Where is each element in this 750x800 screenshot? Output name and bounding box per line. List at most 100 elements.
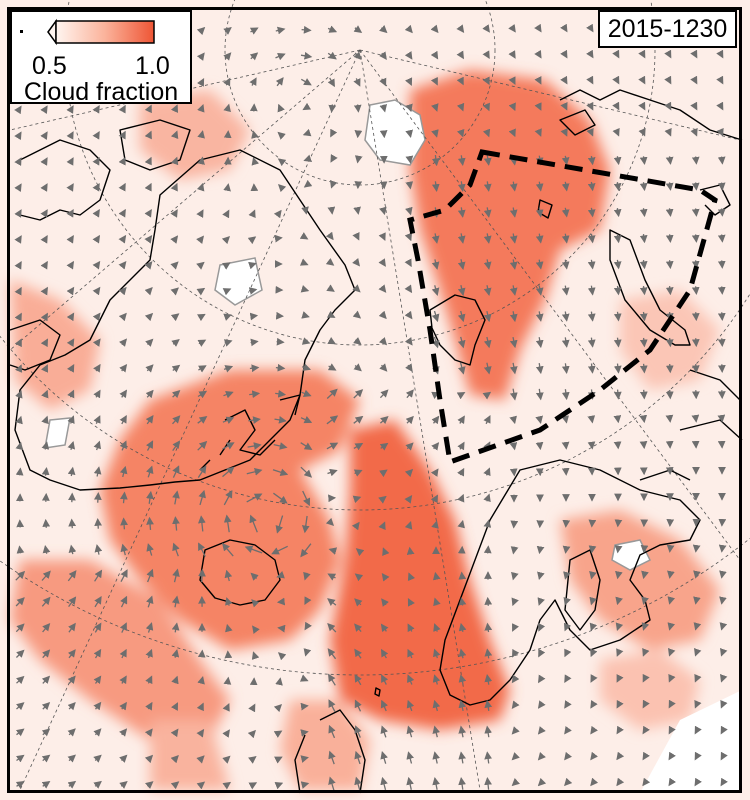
wind-arrow <box>354 598 363 607</box>
cloud-patch-greenland-west <box>10 280 100 410</box>
wind-arrow <box>457 207 466 218</box>
wind-arrow <box>40 286 48 296</box>
wind-arrow <box>587 181 596 192</box>
wind-arrow <box>118 130 126 140</box>
wind-arrow <box>665 156 674 165</box>
wind-arrow <box>564 751 572 761</box>
wind-arrow <box>693 570 701 579</box>
wind-arrow <box>432 725 441 738</box>
wind-arrow <box>330 128 338 138</box>
wind-arrow <box>720 751 728 761</box>
wind-arrow <box>458 571 467 580</box>
wind-arrow <box>612 127 620 137</box>
wind-arrow <box>42 545 51 554</box>
wind-arrow <box>41 389 49 399</box>
wind-arrow <box>120 569 128 583</box>
wind-arrow <box>405 206 413 216</box>
wind-arrow <box>277 183 287 193</box>
wind-arrow <box>300 416 313 424</box>
wind-arrow <box>638 49 646 59</box>
wind-arrow <box>641 622 650 631</box>
wind-arrow <box>537 622 546 632</box>
wind-arrow <box>639 182 648 192</box>
wind-arrow <box>717 312 726 321</box>
wind-arrow <box>615 570 623 580</box>
wind-arrow <box>484 725 493 738</box>
wind-arrow <box>272 468 289 476</box>
wind-arrow <box>119 414 127 425</box>
wind-arrow <box>379 51 387 60</box>
wind-arrow <box>615 622 624 632</box>
wind-arrow <box>484 622 493 633</box>
wind-arrow <box>353 78 361 87</box>
wind-arrow <box>67 649 76 659</box>
wind-arrow <box>665 389 674 400</box>
wind-arrow <box>484 751 493 764</box>
wind-arrow <box>197 465 207 478</box>
wind-arrow <box>170 313 180 322</box>
wind-arrow <box>379 469 388 478</box>
wind-arrow <box>172 465 180 478</box>
wind-arrow <box>145 440 154 451</box>
wind-arrow <box>590 700 598 709</box>
wind-arrow <box>432 674 441 685</box>
wind-arrow <box>145 338 154 347</box>
wind-arrow <box>613 285 622 296</box>
wind-arrow <box>509 415 517 425</box>
wind-arrow <box>40 105 48 114</box>
wind-arrow <box>222 442 235 450</box>
wind-arrow <box>405 181 414 190</box>
wind-arrow <box>482 391 492 400</box>
wind-arrow <box>405 363 413 372</box>
wind-arrow <box>68 518 77 529</box>
wind-arrow <box>380 725 388 738</box>
wind-arrow <box>431 181 440 192</box>
coast-greenland <box>14 149 356 491</box>
wind-arrow <box>587 415 596 424</box>
wind-arrow <box>717 156 726 165</box>
wind-arrow <box>146 543 154 556</box>
wind-arrow <box>326 415 339 425</box>
wind-arrow <box>537 597 545 606</box>
wind-arrow <box>509 362 518 375</box>
wind-arrow <box>40 260 48 270</box>
nodata-patch-corner <box>640 690 742 793</box>
wind-arrow <box>482 50 490 60</box>
wind-arrow <box>93 701 102 711</box>
wind-arrow <box>638 75 646 85</box>
wind-arrow <box>118 286 127 296</box>
wind-arrow <box>665 286 674 296</box>
wind-arrow <box>354 130 363 139</box>
wind-arrow <box>14 312 22 322</box>
wind-arrow <box>354 725 362 738</box>
wind-arrow <box>118 156 126 166</box>
wind-arrow <box>354 776 362 791</box>
wind-arrow <box>379 77 387 87</box>
wind-arrow <box>690 127 698 137</box>
wind-arrow <box>250 338 259 347</box>
wind-arrow <box>691 286 700 295</box>
wind-arrow <box>119 754 128 763</box>
wind-arrow <box>564 648 572 658</box>
wind-arrow <box>223 26 232 35</box>
wind-arrow <box>482 76 490 86</box>
wind-arrow <box>508 24 516 33</box>
wind-arrow <box>642 699 650 709</box>
wind-arrow <box>564 725 572 735</box>
wind-arrow <box>15 389 23 399</box>
wind-arrow <box>93 780 102 789</box>
wind-arrow <box>145 675 153 685</box>
wind-arrow <box>223 676 232 685</box>
wind-arrow <box>668 777 677 787</box>
wind-arrow <box>248 287 258 295</box>
legend-title: Cloud fraction <box>23 78 179 106</box>
wind-arrow <box>42 518 51 528</box>
wind-arrow <box>251 651 260 660</box>
wind-arrow <box>564 700 572 709</box>
wind-arrow <box>300 442 313 450</box>
wind-arrow <box>639 285 648 296</box>
wind-arrow <box>457 441 465 451</box>
wind-arrow <box>431 103 439 112</box>
wind-arrow <box>508 76 516 85</box>
wind-arrow <box>14 286 22 296</box>
